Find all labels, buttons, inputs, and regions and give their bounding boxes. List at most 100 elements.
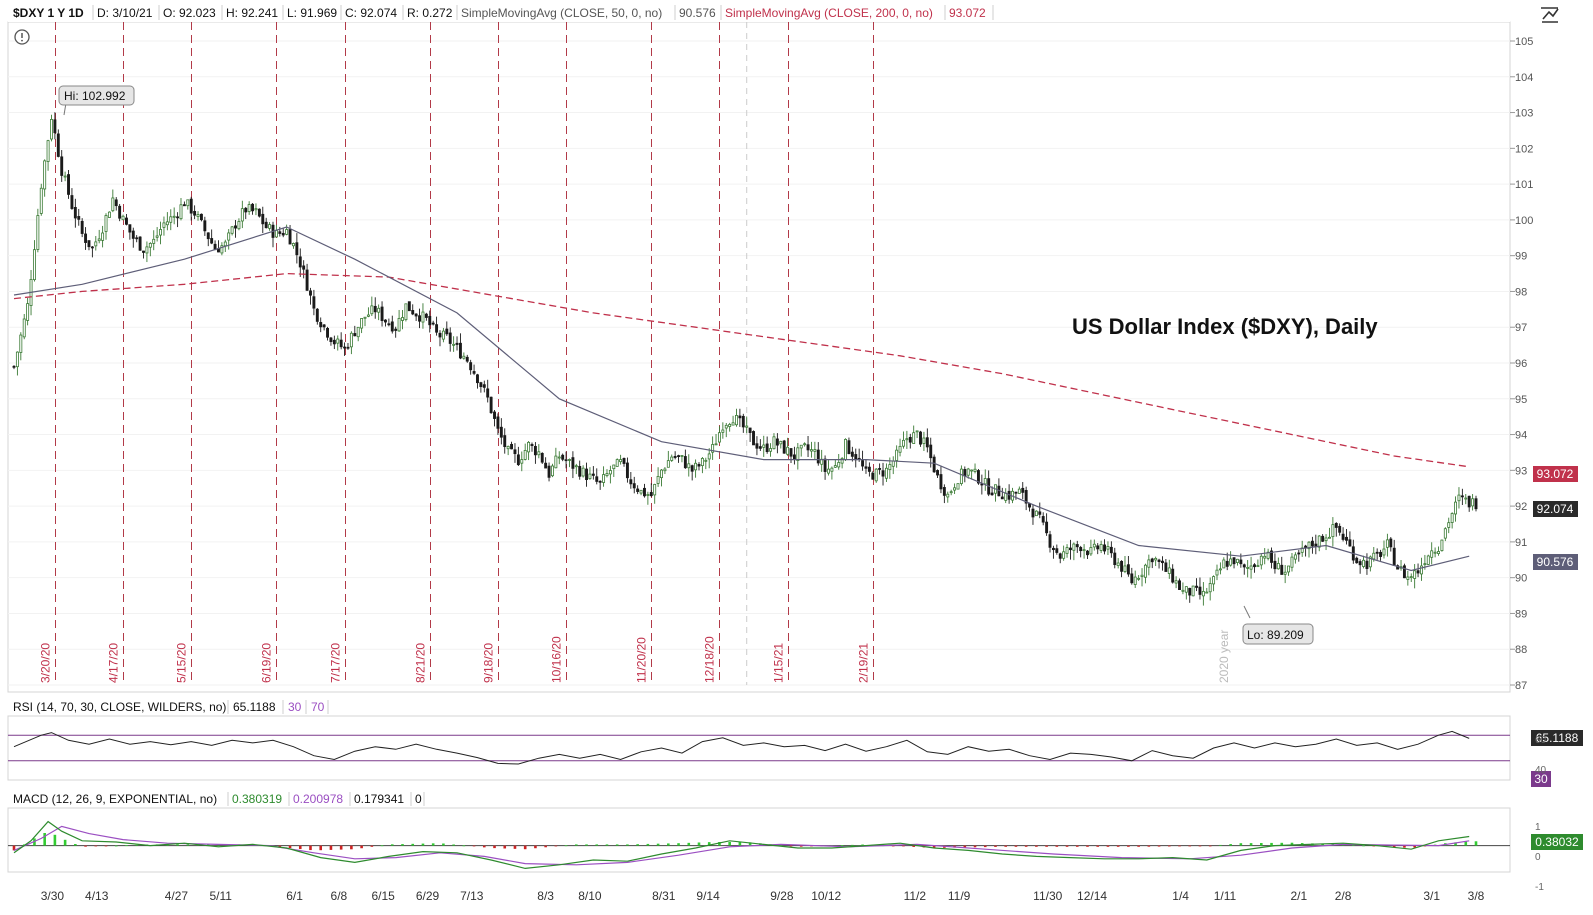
candle-body	[833, 465, 837, 468]
candle-body	[779, 440, 783, 445]
svg-text:30: 30	[1534, 772, 1548, 786]
candle-body	[711, 444, 715, 453]
macd-histogram-bar	[1372, 845, 1376, 847]
candle-body	[1287, 565, 1291, 573]
candle-body	[1324, 537, 1328, 542]
candle-body	[1137, 577, 1141, 580]
macd-histogram-bar	[646, 843, 650, 846]
year-marker: 2020 year	[1217, 630, 1231, 683]
chart-style-icon[interactable]	[1541, 7, 1559, 23]
candle-body	[472, 371, 476, 374]
macd-histogram-bar	[983, 845, 987, 848]
candle-body	[1232, 557, 1236, 565]
macd-value-badge: 0.38032	[1531, 834, 1583, 850]
macd-line	[13, 820, 1470, 870]
candle-body	[959, 468, 963, 484]
candle-body	[721, 429, 725, 433]
candle-body	[574, 465, 578, 468]
candle-body	[598, 480, 602, 483]
macd-histogram-bar	[319, 845, 323, 851]
candle-body	[1338, 525, 1342, 533]
macd-histogram-bar	[912, 845, 915, 847]
candle-body	[871, 472, 875, 480]
header-strip	[8, 3, 1510, 22]
candle-body	[469, 362, 473, 371]
candle-body	[1375, 551, 1379, 554]
candle-body	[309, 290, 312, 296]
candle-body	[438, 332, 442, 338]
candle-body	[1178, 580, 1181, 590]
candle-body	[1222, 559, 1226, 569]
candle-body	[799, 444, 803, 449]
candle-body	[182, 204, 186, 207]
candle-body	[349, 332, 353, 348]
event-line-label: 9/18/20	[482, 643, 496, 683]
candle-body	[506, 446, 510, 450]
candle-body	[615, 459, 619, 467]
candle-body	[591, 473, 595, 476]
event-line-label: 2/19/21	[857, 643, 871, 683]
sma50-line	[13, 226, 1470, 572]
candle-body	[101, 232, 105, 241]
macd-histogram-bar	[176, 844, 179, 846]
candle-body	[489, 396, 493, 414]
candle-body	[1167, 567, 1171, 574]
macd-histogram-bar	[1260, 843, 1263, 846]
open-label: O: 92.023	[163, 6, 216, 20]
candle-body	[1266, 551, 1270, 559]
macd-histogram-bar	[1239, 843, 1243, 846]
candle-body	[251, 203, 255, 212]
candle-body	[1270, 550, 1273, 563]
candle-body	[1130, 573, 1134, 584]
macd-histogram-bar	[431, 843, 435, 846]
candle-body	[1024, 490, 1028, 504]
candle-body	[268, 224, 272, 229]
candle-body	[656, 476, 660, 484]
candle-body	[319, 322, 323, 328]
price-tick-label: 98	[1515, 286, 1527, 298]
candle-body	[1474, 498, 1478, 510]
candle-body	[813, 449, 817, 452]
alert-icon[interactable]	[14, 29, 30, 45]
candle-body	[1368, 556, 1372, 568]
rsi-series	[8, 730, 1510, 765]
candle-body	[1184, 586, 1188, 593]
candle-body	[36, 215, 40, 250]
candle-body	[298, 256, 302, 268]
candle-body	[387, 323, 391, 326]
time-tick-label: 9/28	[770, 889, 794, 903]
candle-body	[1017, 488, 1021, 494]
candle-body	[1235, 558, 1239, 563]
candle-body	[1065, 547, 1069, 554]
candle-body	[486, 388, 490, 398]
candle-body	[1126, 564, 1130, 575]
candle-body	[373, 305, 377, 313]
price-tick-label: 101	[1515, 179, 1533, 191]
candle-body	[881, 470, 885, 477]
price-tick-label: 90	[1515, 573, 1527, 585]
candle-body	[973, 468, 977, 472]
candle-body	[568, 459, 571, 461]
macd-histogram-bar	[932, 845, 936, 848]
candle-body	[121, 215, 125, 221]
macd-histogram-bar	[421, 843, 425, 846]
rsi-label: RSI (14, 70, 30, CLOSE, WILDERS, no)	[13, 700, 226, 714]
candle-body	[544, 462, 548, 469]
candle-body	[1113, 552, 1117, 565]
macd-histogram-bar	[1045, 845, 1048, 847]
candle-body	[810, 449, 813, 452]
candle-body	[823, 458, 827, 472]
candle-body	[482, 384, 486, 388]
candle-body	[26, 303, 30, 321]
macd-histogram-bar	[738, 842, 742, 846]
candle-body	[145, 246, 149, 254]
price-tick-label: 96	[1515, 358, 1527, 370]
svg-text:0: 0	[1535, 852, 1541, 863]
candle-body	[1385, 539, 1389, 548]
candle-body	[895, 449, 899, 461]
candle-body	[891, 460, 895, 467]
macd-histogram-bar	[718, 842, 721, 846]
candle-body	[448, 332, 452, 344]
